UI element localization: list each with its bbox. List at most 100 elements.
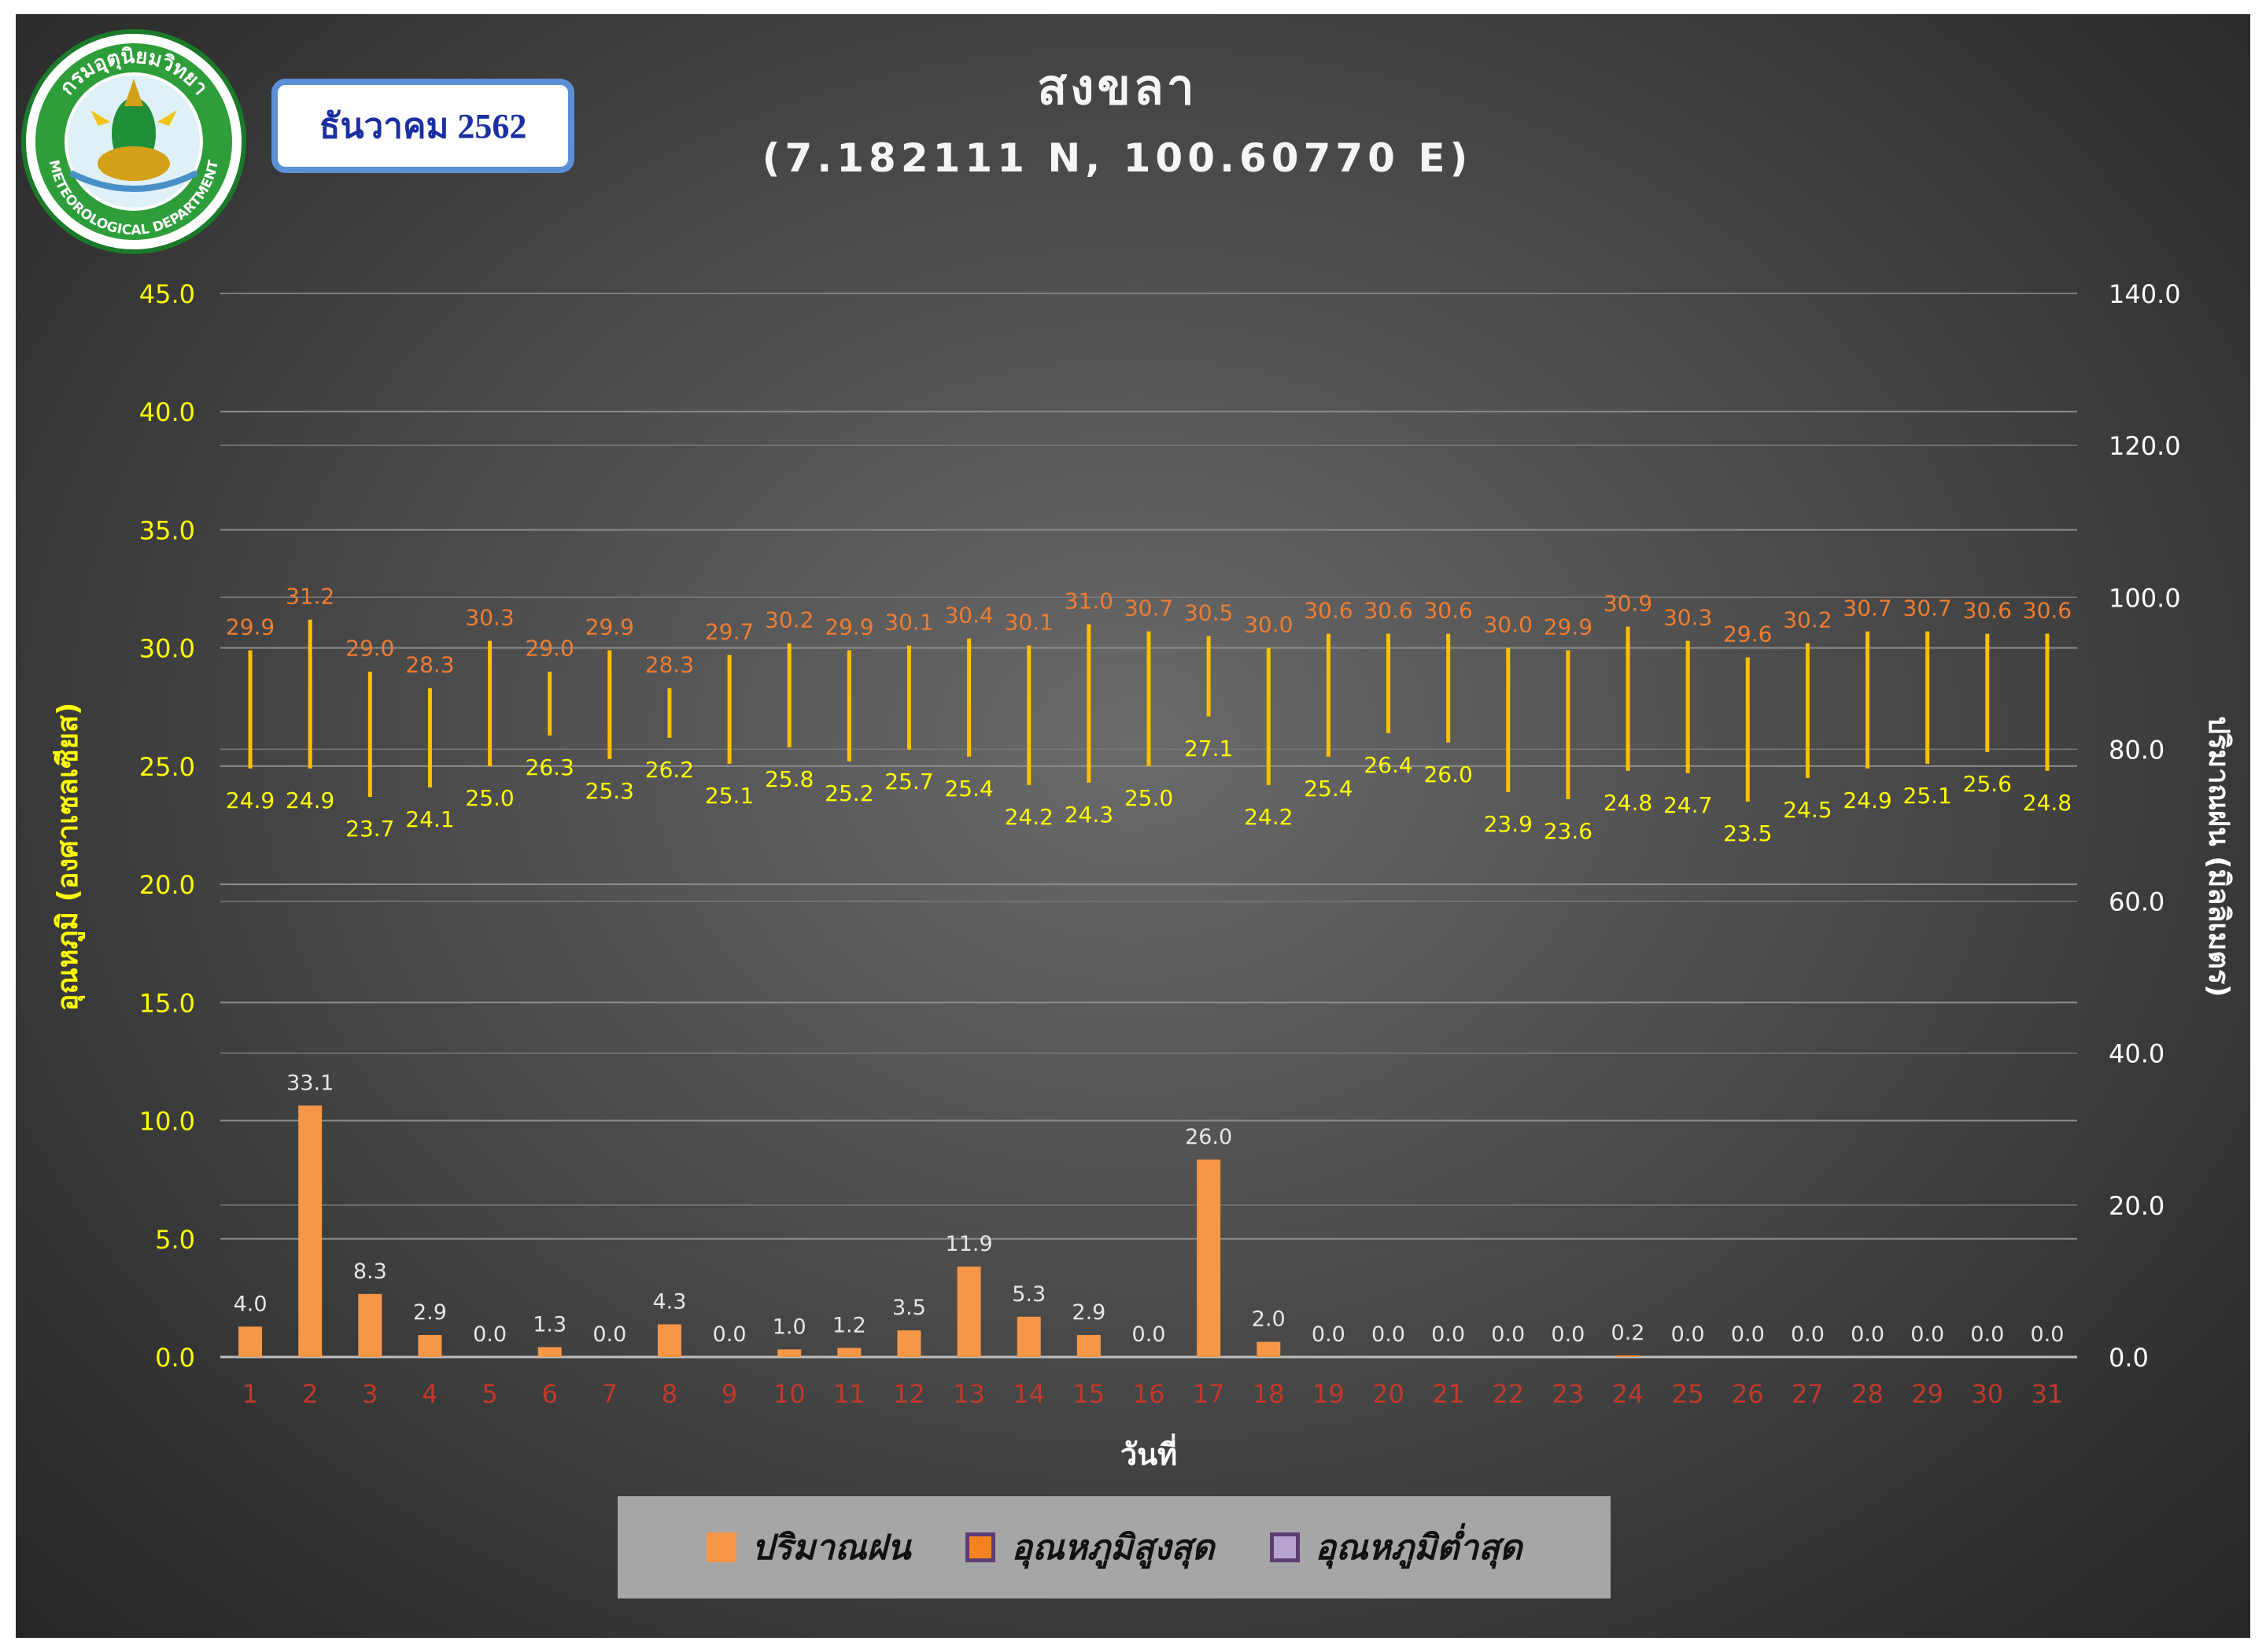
rain-value-label: 8.3 <box>353 1259 387 1284</box>
x-tick-label: 12 <box>893 1379 925 1409</box>
min-temp-label: 25.7 <box>884 769 933 795</box>
max-temp-label: 30.0 <box>1244 612 1293 638</box>
y-left-tick-label: 10.0 <box>139 1107 195 1137</box>
max-temp-label: 30.6 <box>1364 598 1412 624</box>
min-temp-label: 25.8 <box>765 766 814 792</box>
max-temp-label: 31.0 <box>1065 588 1113 614</box>
min-temp-label: 24.2 <box>1005 804 1054 830</box>
max-temp-label: 30.1 <box>884 610 933 636</box>
x-tick-label: 31 <box>2032 1379 2064 1409</box>
rain-value-label: 0.0 <box>1851 1322 1884 1347</box>
y-right-tick-label: 0.0 <box>2109 1343 2149 1373</box>
min-temp-label: 25.4 <box>1304 776 1353 802</box>
rain-value-label: 0.0 <box>592 1322 626 1347</box>
rain-value-label: 0.0 <box>1132 1322 1166 1347</box>
x-tick-label: 16 <box>1133 1379 1165 1409</box>
x-tick-label: 9 <box>722 1379 737 1409</box>
rain-value-label: 0.0 <box>1551 1322 1585 1347</box>
rain-bar <box>657 1324 681 1357</box>
x-tick-label: 3 <box>362 1379 378 1409</box>
min-temp-label: 24.8 <box>2023 790 2072 816</box>
rain-value-label: 0.0 <box>1491 1322 1525 1347</box>
rain-value-label: 2.0 <box>1252 1307 1286 1332</box>
y-right-tick-label: 60.0 <box>2109 887 2165 917</box>
min-temp-label: 25.4 <box>944 776 993 802</box>
max-temp-label: 29.7 <box>705 619 754 645</box>
min-temp-label: 23.5 <box>1723 820 1772 846</box>
max-temp-label: 29.6 <box>1723 621 1772 647</box>
rain-bar <box>238 1326 263 1357</box>
max-temp-label: 30.6 <box>1963 598 2012 624</box>
y-left-tick-label: 35.0 <box>139 515 195 545</box>
rain-bar <box>1076 1334 1101 1357</box>
x-tick-label: 11 <box>833 1379 865 1409</box>
rain-value-label: 2.9 <box>1072 1300 1105 1325</box>
min-temp-label: 27.1 <box>1184 736 1233 761</box>
min-temp-label: 25.0 <box>465 785 514 811</box>
max-temp-label: 31.2 <box>286 584 334 610</box>
min-temp-label: 25.6 <box>1963 771 2012 797</box>
legend-swatch-rain <box>706 1532 736 1562</box>
max-temp-label: 28.3 <box>645 652 694 678</box>
x-tick-label: 27 <box>1792 1379 1824 1409</box>
min-temp-label: 26.2 <box>645 757 694 783</box>
x-tick-label: 14 <box>1013 1379 1045 1409</box>
rain-value-label: 0.0 <box>1312 1322 1345 1347</box>
legend-item-rain: ปริมาณฝน <box>706 1520 910 1575</box>
legend-swatch-max-temp <box>965 1532 996 1562</box>
chart-title: สงขลา <box>1037 58 1198 116</box>
x-tick-label: 28 <box>1851 1379 1884 1409</box>
min-temp-label: 24.8 <box>1604 790 1652 816</box>
rain-value-label: 0.0 <box>1671 1322 1705 1347</box>
x-tick-label: 25 <box>1672 1379 1704 1409</box>
rain-value-label: 4.3 <box>652 1289 686 1314</box>
rain-value-label: 4.0 <box>234 1292 268 1316</box>
y-right-tick-label: 100.0 <box>2109 583 2181 613</box>
max-temp-label: 30.7 <box>1124 596 1173 621</box>
rain-bar <box>418 1334 442 1357</box>
rain-bar <box>298 1105 323 1357</box>
rain-value-label: 2.9 <box>413 1300 447 1325</box>
max-temp-label: 30.7 <box>1843 596 1891 621</box>
min-temp-label: 26.3 <box>526 754 574 780</box>
rain-value-label: 0.0 <box>713 1322 747 1347</box>
x-tick-label: 18 <box>1253 1379 1285 1409</box>
max-temp-label: 30.0 <box>1484 612 1533 638</box>
y-left-tick-label: 25.0 <box>139 752 195 782</box>
x-tick-label: 24 <box>1612 1379 1644 1409</box>
max-temp-label: 28.3 <box>405 652 454 678</box>
y-right-tick-label: 20.0 <box>2109 1191 2165 1221</box>
max-temp-label: 29.9 <box>825 614 873 640</box>
legend-label-max-temp: อุณหภูมิสูงสุด <box>1011 1528 1215 1567</box>
x-tick-label: 2 <box>302 1379 318 1409</box>
max-temp-label: 30.3 <box>1663 605 1712 631</box>
min-temp-label: 24.9 <box>226 787 275 813</box>
x-tick-label: 26 <box>1732 1379 1764 1409</box>
x-tick-label: 19 <box>1312 1379 1345 1409</box>
min-temp-label: 23.9 <box>1484 811 1533 837</box>
min-temp-label: 24.2 <box>1244 804 1293 830</box>
max-temp-label: 30.6 <box>1423 598 1472 624</box>
chart-subtitle: (7.182111 N, 100.60770 E) <box>762 135 1473 181</box>
x-tick-label: 30 <box>1971 1379 2003 1409</box>
max-temp-label: 30.1 <box>1005 610 1054 636</box>
y-right-tick-label: 80.0 <box>2109 735 2165 765</box>
x-tick-label: 7 <box>602 1379 618 1409</box>
x-tick-label: 10 <box>773 1379 806 1409</box>
y-left-tick-label: 20.0 <box>139 870 195 900</box>
y-right-tick-label: 40.0 <box>2109 1039 2165 1069</box>
rain-bar <box>1017 1316 1041 1357</box>
y-right-tick-label: 140.0 <box>2109 279 2181 309</box>
rain-value-label: 0.0 <box>1731 1322 1765 1347</box>
min-temp-label: 25.1 <box>705 783 754 809</box>
rain-value-label: 0.0 <box>2030 1322 2064 1347</box>
x-tick-label: 15 <box>1073 1379 1105 1409</box>
max-temp-label: 29.0 <box>345 636 394 662</box>
rain-value-label: 1.3 <box>533 1312 566 1337</box>
max-temp-label: 30.4 <box>944 603 993 629</box>
y-right-axis-title: ปริมาณฝน (มิลลิเมตร) <box>2202 716 2235 997</box>
y-left-tick-label: 45.0 <box>139 279 195 309</box>
legend-item-min-temp: อุณหภูมิต่ำสุด <box>1269 1520 1522 1575</box>
rain-value-label: 0.0 <box>1970 1322 2004 1347</box>
